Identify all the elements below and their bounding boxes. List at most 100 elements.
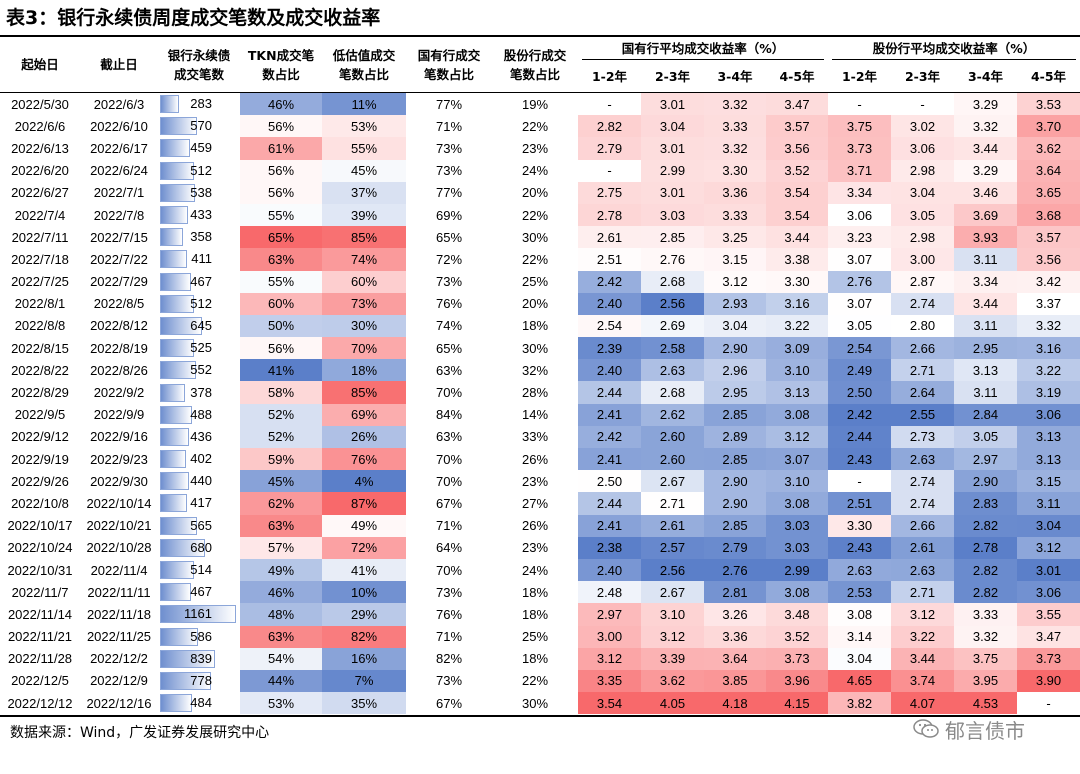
count-cell: 484: [158, 692, 240, 714]
state-yield-cell: 2.39: [578, 337, 641, 360]
state-bank-share-cell: 72%: [435, 251, 463, 267]
tkn-share-cell: 59%: [240, 448, 322, 471]
header-start: 起始日: [21, 57, 59, 72]
state-yield-cell: 3.25: [704, 226, 766, 249]
count-bar: [160, 316, 202, 335]
state-yield-cell: 3.01: [641, 93, 704, 116]
tkn-share-cell: 44%: [240, 669, 322, 693]
end-date-cell: 2022/11/25: [86, 629, 152, 645]
end-date-cell: 2022/11/18: [86, 606, 152, 622]
count-value: 467: [190, 584, 212, 600]
state-yield-cell: 3.32: [704, 93, 766, 116]
state-yield-cell: 3.56: [766, 137, 828, 160]
table-row: 2022/6/20 2022/6/24 512 56% 45% 73% 24% -2.99 3.…: [0, 159, 1080, 182]
state-yield-cell: 2.56: [641, 558, 704, 582]
low-valuation-share-cell: 53%: [322, 115, 406, 138]
joint-bank-share-cell: 14%: [521, 407, 549, 423]
watermark: 郁言债市: [913, 714, 1025, 744]
end-date-cell: 2022/7/8: [93, 207, 145, 223]
state-bank-share-cell: 70%: [435, 473, 463, 489]
state-yield-cell: 3.38: [766, 248, 828, 271]
state-yield-cell: 2.76: [641, 248, 704, 271]
count-bar: [160, 583, 191, 602]
low-valuation-share-cell: 11%: [322, 93, 406, 116]
start-date-cell: 2022/7/11: [11, 229, 69, 245]
state-yield-cell: 3.03: [641, 203, 704, 227]
state-bank-share-cell: 73%: [435, 140, 463, 156]
joint-yield-cell: 3.12: [891, 603, 954, 626]
count-value: 586: [190, 628, 212, 644]
state-yield-cell: 2.89: [704, 425, 766, 448]
count-cell: 565: [158, 515, 240, 537]
joint-yield-cell: 3.53: [1017, 93, 1080, 116]
state-yield-cell: 2.93: [704, 292, 766, 315]
joint-yield-cell: 3.69: [954, 203, 1017, 227]
tkn-share-cell: 62%: [240, 492, 322, 515]
low-valuation-share-cell: 55%: [322, 137, 406, 160]
joint-yield-cell: 3.04: [891, 181, 954, 204]
table-row: 2022/7/4 2022/7/8 433 55% 39% 69% 22% 2.78 3.03 3…: [0, 203, 1080, 227]
joint-yield-cell: 2.49: [828, 359, 891, 382]
state-yield-cell: 2.60: [641, 425, 704, 448]
count-cell: 440: [158, 470, 240, 492]
table-row: 2022/6/27 2022/7/1 538 56% 37% 77% 20% 2.75 3.01…: [0, 181, 1080, 204]
count-bar: [160, 161, 194, 180]
state-yield-cell: 3.04: [641, 115, 704, 138]
start-date-cell: 2022/11/14: [7, 606, 73, 622]
table-row: 2022/8/29 2022/9/2 378 58% 85% 70% 28% 2.44 2.68…: [0, 381, 1080, 404]
count-value: 778: [190, 672, 212, 688]
state-yield-cell: 2.67: [641, 581, 704, 604]
count-bar: [160, 427, 189, 446]
joint-bank-share-cell: 22%: [521, 207, 549, 223]
header-tkn: TKN成交笔 数占比: [247, 47, 315, 82]
joint-yield-cell: 3.29: [954, 159, 1017, 182]
state-yield-cell: 2.82: [578, 115, 641, 138]
state-yield-cell: 3.01: [641, 137, 704, 160]
joint-yield-cell: 3.08: [828, 603, 891, 626]
end-date-cell: 2022/8/5: [93, 296, 145, 312]
table-row: 2022/11/14 2022/11/18 1161 48% 29% 76% 18% 2.97…: [0, 603, 1080, 626]
count-bar: [160, 250, 187, 269]
joint-yield-cell: 2.53: [828, 581, 891, 604]
low-valuation-share-cell: 72%: [322, 536, 406, 559]
count-value: 488: [190, 406, 212, 422]
joint-bank-share-cell: 25%: [521, 274, 549, 290]
end-date-cell: 2022/11/11: [87, 584, 151, 600]
state-yield-cell: 2.50: [578, 470, 641, 493]
joint-yield-cell: 3.02: [891, 115, 954, 138]
tkn-share-cell: 56%: [240, 337, 322, 360]
header-joint-4-5: 4-5年: [1030, 68, 1067, 84]
joint-yield-cell: 3.33: [954, 603, 1017, 626]
count-bar: [160, 516, 197, 535]
count-bar: [160, 494, 187, 513]
joint-yield-cell: 3.57: [1017, 226, 1080, 249]
joint-yield-cell: 3.64: [1017, 159, 1080, 182]
table-title: 表3：银行永续债周度成交笔数及成交收益率: [6, 7, 381, 29]
end-date-cell: 2022/6/3: [93, 96, 145, 112]
joint-bank-share-cell: 19%: [521, 96, 549, 112]
joint-bank-share-cell: 18%: [521, 584, 549, 600]
tkn-share-cell: 52%: [240, 425, 322, 448]
count-bar: [160, 472, 189, 491]
count-cell: 417: [158, 492, 240, 514]
tkn-share-cell: 46%: [240, 581, 322, 604]
joint-yield-cell: 3.34: [954, 270, 1017, 293]
state-yield-cell: 3.33: [704, 203, 766, 227]
state-bank-share-cell: 64%: [435, 540, 463, 556]
joint-bank-share-cell: 22%: [521, 118, 549, 134]
joint-yield-cell: 3.07: [828, 248, 891, 271]
joint-bank-share-cell: 24%: [521, 562, 549, 578]
count-value: 433: [190, 207, 212, 223]
joint-yield-cell: 3.70: [1017, 115, 1080, 138]
joint-yield-cell: 3.04: [828, 647, 891, 670]
joint-yield-cell: 2.55: [891, 403, 954, 426]
count-value: 512: [190, 162, 212, 178]
state-bank-share-cell: 76%: [435, 606, 463, 622]
count-value: 378: [190, 384, 212, 400]
count-cell: 512: [158, 160, 240, 182]
count-value: 484: [190, 695, 212, 711]
state-yield-cell: 3.62: [641, 669, 704, 693]
state-yield-cell: 2.42: [578, 425, 641, 448]
state-yield-cell: 2.97: [578, 603, 641, 626]
count-bar: [160, 538, 205, 557]
